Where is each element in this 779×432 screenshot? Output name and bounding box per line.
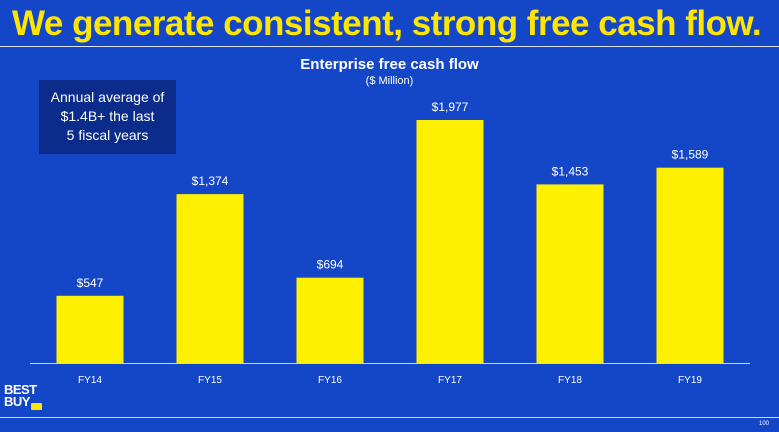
data-label: $547 <box>77 276 104 290</box>
x-tick-label: FY16 <box>318 375 342 386</box>
best-buy-logo: BEST BUY <box>4 382 37 409</box>
page-number: 100 <box>758 421 769 427</box>
callout-line: $1.4B+ the last <box>60 108 155 124</box>
chart-subtitle: ($ Million) <box>365 75 414 87</box>
bar-fy19 <box>656 167 724 363</box>
data-label: $694 <box>317 258 344 272</box>
logo-line: BEST <box>4 382 37 397</box>
average-callout: Annual average of $1.4B+ the last 5 fisc… <box>39 80 176 154</box>
footer-divider <box>0 417 779 418</box>
bar-fy16 <box>296 277 364 363</box>
slide-title: We generate consistent, strong free cash… <box>12 4 762 43</box>
bar-fy15 <box>176 194 244 363</box>
logo-tag-icon <box>31 403 42 410</box>
callout-line: Annual average of <box>50 89 165 105</box>
x-tick-label: FY15 <box>198 375 222 386</box>
bar-fy14 <box>56 295 124 363</box>
data-label: $1,589 <box>672 148 709 162</box>
data-label: $1,977 <box>432 100 469 114</box>
x-tick-label: FY17 <box>438 375 462 386</box>
callout-line: 5 fiscal years <box>66 127 149 143</box>
data-label: $1,453 <box>552 164 589 178</box>
title-divider <box>0 46 779 47</box>
x-tick-label: FY14 <box>78 375 102 386</box>
data-label: $1,374 <box>192 174 229 188</box>
chart-title: Enterprise free cash flow <box>300 56 479 73</box>
bar-fy18 <box>536 184 604 363</box>
x-tick-label: FY19 <box>678 375 702 386</box>
bar-fy17 <box>416 120 484 363</box>
x-tick-label: FY18 <box>558 375 582 386</box>
logo-line: BUY <box>4 394 30 409</box>
